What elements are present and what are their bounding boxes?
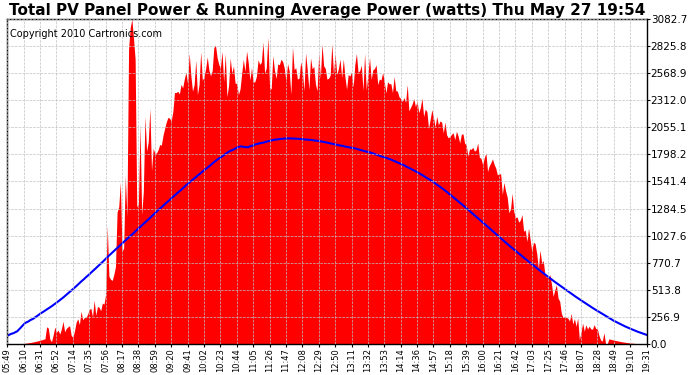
Text: Copyright 2010 Cartronics.com: Copyright 2010 Cartronics.com bbox=[10, 29, 162, 39]
Title: Total PV Panel Power & Running Average Power (watts) Thu May 27 19:54: Total PV Panel Power & Running Average P… bbox=[9, 3, 645, 18]
